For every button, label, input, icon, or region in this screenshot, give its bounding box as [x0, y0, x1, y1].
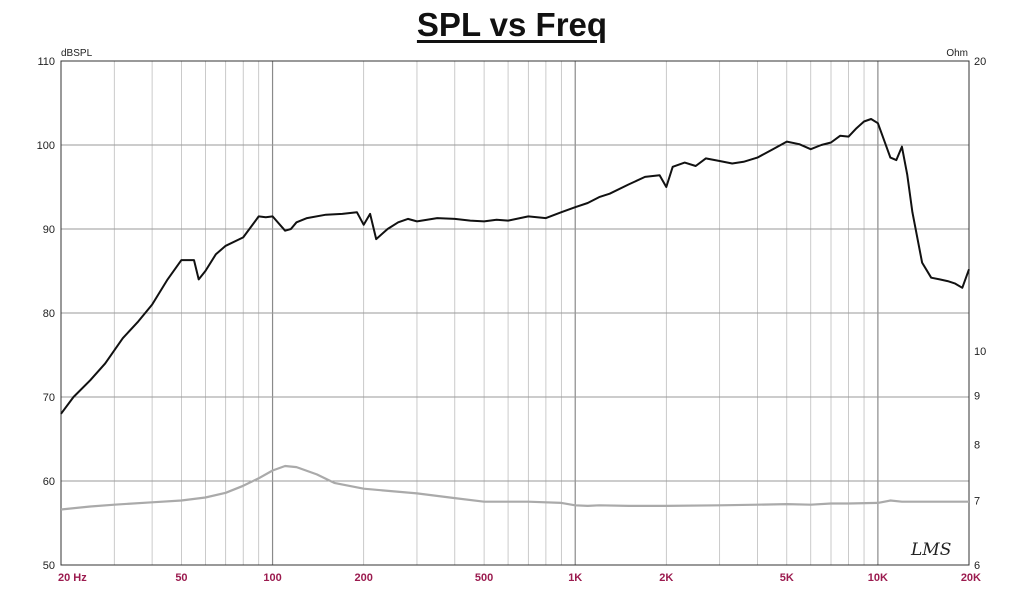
left-tick-labels: 110 100 90 80 70 60 50	[37, 56, 55, 572]
left-tick-label: 110	[37, 56, 55, 68]
x-tick-label: 10K	[868, 572, 888, 584]
impedance-curve	[60, 464, 969, 511]
right-tick-label: 10	[974, 346, 986, 358]
x-tick-label: 100	[263, 572, 281, 584]
grid	[60, 61, 970, 565]
x-tick-label: 5K	[780, 572, 794, 584]
x-tick-labels: 20 Hz 50 100 200 500 1K 2K 5K 10K 20K	[58, 572, 981, 584]
x-tick-label: 20K	[961, 572, 981, 584]
left-tick-label: 100	[37, 140, 55, 152]
right-tick-label: 6	[974, 560, 980, 572]
left-tick-label: 80	[43, 308, 55, 320]
right-tick-label: 20	[974, 56, 986, 68]
x-tick-label: 200	[354, 572, 372, 584]
right-tick-label: 9	[974, 390, 980, 402]
plot-frame	[60, 60, 970, 566]
right-tick-labels: 20 10 9 8 7 6	[974, 56, 986, 572]
right-tick-label: 8	[974, 440, 980, 452]
x-tick-label: 20 Hz	[58, 572, 87, 584]
x-tick-label: 500	[475, 572, 493, 584]
x-tick-label: 2K	[659, 572, 673, 584]
left-axis-unit: dBSPL	[61, 48, 93, 59]
chart-title: SPL vs Freq	[416, 6, 608, 43]
lms-watermark: LMS	[910, 540, 951, 560]
x-tick-label: 1K	[568, 572, 582, 584]
right-axis-unit: Ohm	[946, 48, 968, 59]
left-tick-label: 90	[43, 224, 55, 236]
left-tick-label: 60	[43, 476, 55, 488]
spl-curve	[60, 118, 970, 415]
series-group	[60, 118, 970, 511]
right-tick-label: 7	[974, 495, 980, 507]
x-tick-label: 50	[175, 572, 187, 584]
left-tick-label: 70	[43, 392, 55, 404]
left-tick-label: 50	[43, 560, 55, 572]
